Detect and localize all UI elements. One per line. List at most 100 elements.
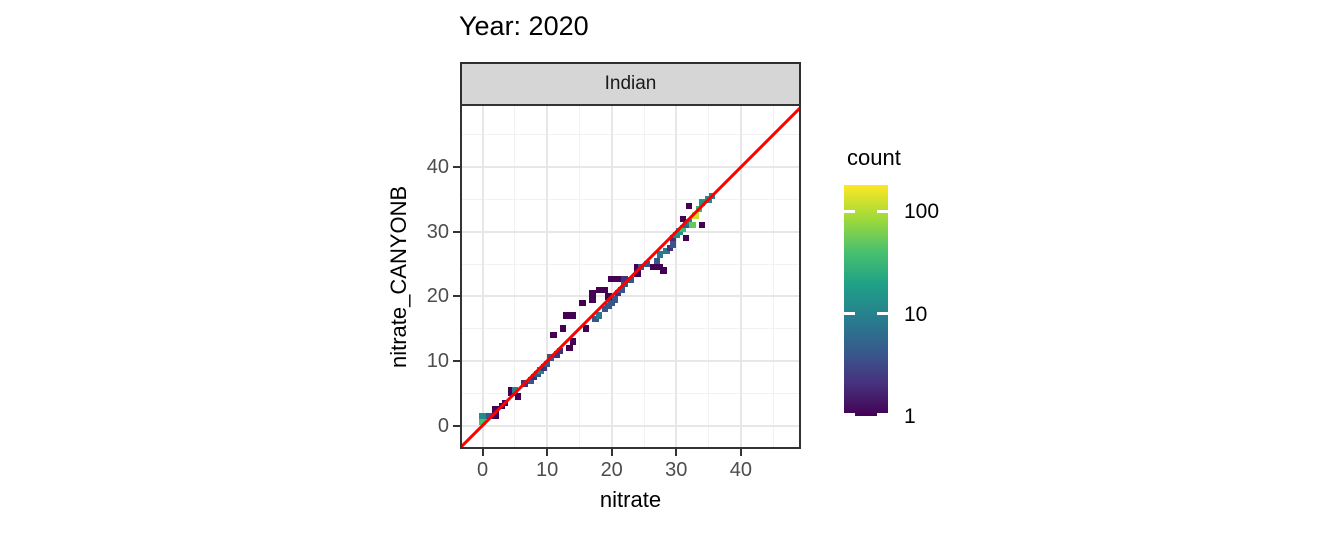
bin-tile — [579, 299, 586, 306]
bin-tile — [602, 286, 609, 294]
gridline-x-major — [739, 104, 742, 449]
gridline-x-minor — [708, 104, 710, 449]
chart-title: Year: 2020 — [459, 11, 589, 41]
bin-tile — [511, 386, 519, 394]
legend-tick-mark — [844, 413, 855, 416]
gridline-y-minor — [460, 328, 801, 330]
bin-tile — [534, 370, 541, 378]
x-axis-tick — [481, 449, 484, 456]
legend-tick-mark — [844, 209, 855, 213]
x-axis-tick — [610, 449, 613, 456]
bin-tile — [589, 289, 596, 297]
y-axis-tick-label: 10 — [426, 349, 449, 372]
bin-tile — [663, 247, 670, 255]
bin-tile — [589, 296, 596, 303]
bin-tile — [634, 264, 641, 271]
bin-tile — [608, 275, 615, 283]
bin-tile — [514, 393, 522, 400]
x-axis-tick-label: 40 — [729, 459, 753, 481]
gridline-x-major — [481, 104, 484, 449]
bin-tile — [602, 305, 609, 313]
bin-tile — [566, 344, 573, 352]
bin-tile — [485, 412, 493, 420]
gridline-y-minor — [460, 198, 801, 200]
legend-tick-mark — [844, 312, 855, 316]
legend-tick-mark — [877, 209, 888, 213]
bin-tile — [605, 293, 612, 300]
identity-line-layer — [460, 104, 801, 449]
bin-tile — [679, 225, 686, 232]
bin-tile — [614, 289, 622, 297]
bin-tile — [508, 386, 515, 394]
bin-tile — [540, 364, 548, 371]
bin-tile — [569, 338, 577, 345]
x-axis-tick-label: 10 — [535, 459, 559, 481]
facet-label: Indian — [604, 73, 657, 94]
bin-tile — [553, 351, 560, 358]
bin-tile — [644, 260, 651, 268]
bin-tile — [563, 312, 570, 319]
bin-tile — [669, 234, 677, 242]
legend-tick-mark — [877, 413, 888, 416]
bin-tile — [627, 276, 635, 284]
bin-tile — [621, 275, 628, 283]
bin-tile — [492, 406, 499, 413]
gridline-x-minor — [772, 104, 774, 449]
bin-tile — [689, 222, 696, 229]
legend-tick-label: 100 — [904, 200, 940, 224]
x-axis-tick-label: 20 — [600, 459, 623, 481]
bin-tile — [618, 286, 625, 294]
bin-tile — [527, 377, 535, 384]
y-axis-tick — [453, 359, 460, 362]
y-axis-tick-label: 30 — [426, 220, 449, 243]
facet-strip: Indian — [460, 62, 801, 106]
gridline-y-major — [460, 230, 801, 233]
gridline-x-major — [546, 104, 549, 449]
gridline-x-minor — [514, 104, 516, 449]
bin-tile — [656, 251, 664, 258]
y-axis-tick-label: 0 — [437, 414, 449, 437]
gridline-y-minor — [460, 134, 801, 136]
bin-tile — [669, 241, 677, 248]
identity-line — [460, 104, 801, 449]
bin-tile — [682, 234, 690, 242]
bin-tile — [660, 267, 667, 274]
x-axis-tick — [546, 449, 549, 456]
bin-tile — [698, 199, 706, 206]
gridline-x-minor — [578, 104, 580, 449]
bin-tile — [508, 389, 515, 397]
bin-tile — [614, 275, 622, 283]
legend-colorbar — [844, 185, 888, 416]
y-axis-tick — [453, 295, 460, 298]
x-axis-tick-label: 30 — [665, 459, 688, 481]
bin-tile — [698, 222, 706, 229]
bin-tile — [666, 244, 674, 252]
bin-tile — [653, 257, 661, 264]
bin-tile — [676, 228, 683, 235]
x-axis-tick-label: 0 — [476, 459, 489, 481]
gridline-y-minor — [460, 263, 801, 265]
bin-tile — [556, 347, 564, 355]
bin-tile — [479, 412, 486, 420]
gridline-y-major — [460, 166, 801, 169]
y-axis-tick-label: 20 — [426, 285, 449, 308]
x-axis-tick — [675, 449, 678, 456]
gridline-y-minor — [460, 392, 801, 394]
y-axis-tick — [453, 166, 460, 169]
bin-tile — [537, 367, 544, 374]
legend-tick-label: 1 — [904, 405, 916, 428]
bin-tile — [685, 218, 693, 226]
bin-tile — [550, 331, 557, 339]
y-axis-title: nitrate_CANYONB — [386, 185, 411, 368]
x-axis-title: nitrate — [599, 487, 662, 512]
bin-tile — [650, 264, 657, 271]
bin-tile — [685, 202, 693, 210]
x-axis-tick — [739, 449, 742, 456]
bin-tile — [479, 419, 486, 426]
plot-panel — [460, 104, 801, 449]
bin-tile — [569, 312, 577, 319]
legend-title: count — [847, 145, 901, 170]
gridline-x-major — [675, 104, 678, 449]
bin-tile — [543, 360, 551, 368]
